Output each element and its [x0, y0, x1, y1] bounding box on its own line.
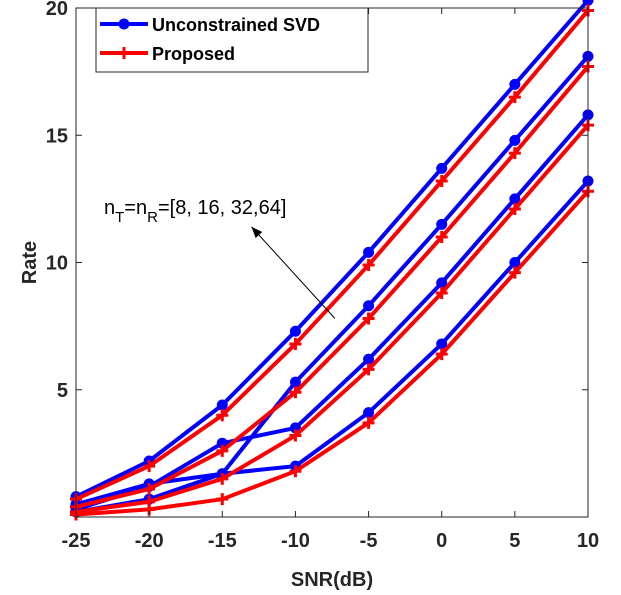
data-point [363, 353, 375, 365]
series-line [75, 113, 590, 512]
series-line [75, 0, 590, 499]
data-point [508, 203, 521, 216]
data-point [289, 429, 302, 442]
y-tick-label: 10 [46, 253, 68, 275]
data-point [508, 147, 521, 160]
x-tick-label: 0 [436, 530, 447, 552]
data-point [435, 348, 448, 361]
data-point [362, 363, 375, 376]
plot-area [70, 0, 594, 521]
x-tick-label: -10 [281, 530, 310, 552]
data-point [362, 416, 375, 429]
data-point [362, 312, 375, 325]
data-point [289, 337, 302, 350]
data-point [289, 376, 301, 388]
data-point [216, 399, 228, 411]
data-point [289, 465, 302, 478]
annotation-arrowhead [251, 226, 263, 239]
x-tick-labels: -25 -20 -15 -10 -5 0 5 10 [62, 530, 600, 552]
x-axis-label: SNR(dB) [291, 569, 373, 591]
y-tick-label: 5 [57, 380, 68, 402]
series-line [75, 179, 590, 514]
x-tick-label: -15 [208, 530, 237, 552]
series-line [75, 65, 590, 509]
x-tick-label: 10 [577, 530, 599, 552]
data-point [435, 231, 448, 244]
annotation-mid: =n [124, 197, 147, 219]
legend: Unconstrained SVD Proposed [95, 7, 369, 73]
data-point [363, 300, 375, 312]
data-point [289, 325, 301, 337]
series-svd-1 [70, 109, 594, 515]
data-point [435, 175, 448, 188]
data-point [509, 78, 521, 90]
data-point [143, 483, 156, 496]
y-tick-label: 20 [46, 0, 68, 20]
annotation-base: n [104, 197, 115, 219]
legend-marker-proposed [118, 47, 130, 59]
series-line [75, 9, 590, 502]
legend-label-proposed: Proposed [152, 44, 235, 64]
data-point [582, 0, 594, 6]
annotation-sub-t: T [115, 209, 124, 226]
data-point [216, 493, 229, 506]
data-point [509, 193, 521, 205]
series-svd-3 [70, 0, 594, 503]
data-point [362, 259, 375, 272]
data-point [436, 338, 448, 350]
data-point [216, 409, 229, 422]
data-point [436, 218, 448, 230]
data-point [508, 91, 521, 104]
data-point [143, 460, 156, 473]
legend-box [95, 7, 369, 73]
annotation: nT=nR=[8, 16, 32,64] [104, 197, 336, 319]
x-tick-label: -5 [360, 530, 378, 552]
data-point [289, 386, 302, 399]
series-line [75, 123, 590, 514]
data-point [216, 444, 229, 457]
annotation-text: nT=nR=[8, 16, 32,64] [104, 197, 286, 226]
data-point [363, 246, 375, 258]
x-tick-label: -25 [62, 530, 91, 552]
data-point [509, 257, 521, 268]
series-line [75, 189, 590, 517]
annotation-sub-r: R [147, 209, 158, 226]
data-point [509, 134, 521, 146]
x-tick-label: -20 [135, 530, 164, 552]
data-point [508, 266, 521, 279]
data-point [143, 495, 156, 508]
y-axis-label: Rate [19, 241, 41, 284]
x-tick-label: 5 [509, 530, 520, 552]
data-point [435, 287, 448, 300]
data-point [363, 407, 375, 419]
annotation-rest: =[8, 16, 32,64] [158, 197, 286, 219]
y-tick-labels: 5 10 15 20 [46, 0, 68, 402]
data-point [436, 162, 448, 174]
data-point [216, 472, 229, 485]
data-point [436, 277, 448, 289]
legend-label-svd: Unconstrained SVD [152, 15, 320, 35]
annotation-arrow [251, 226, 336, 319]
series-proposed-6 [70, 60, 594, 513]
legend-marker-svd [118, 18, 130, 30]
y-tick-label: 15 [46, 125, 68, 147]
